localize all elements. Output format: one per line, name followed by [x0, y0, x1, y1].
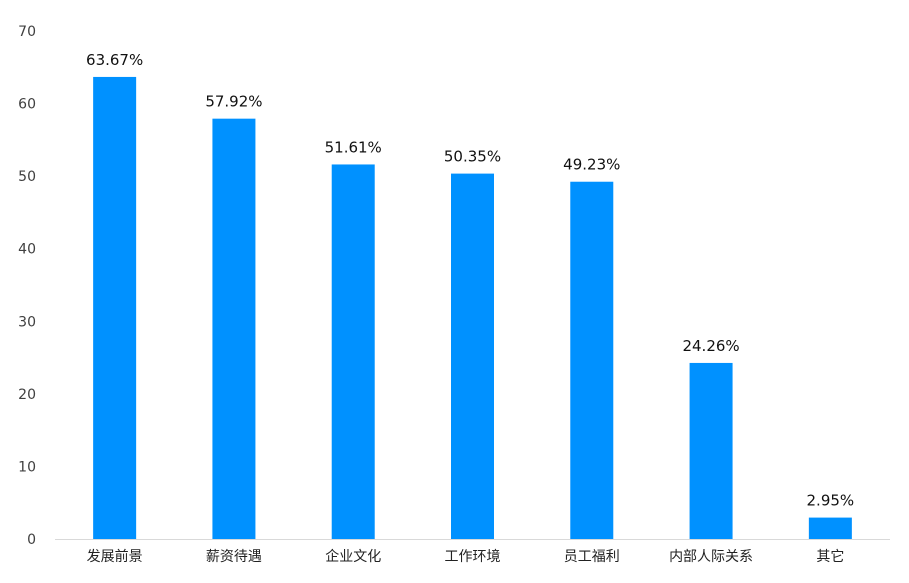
x-tick-label: 工作环境 [445, 549, 501, 565]
y-tick-label: 50 [18, 169, 36, 185]
y-tick-label: 60 [18, 97, 36, 113]
data-label: 63.67% [86, 51, 143, 69]
bar [331, 164, 375, 539]
y-tick-label: 10 [18, 459, 36, 475]
y-tick-label: 20 [18, 387, 36, 403]
data-labels-group: 63.67% 57.92% 51.61% 50.35% 49.23% 24.26% 2.95… [86, 51, 854, 510]
x-tick-label: 发展前景 [87, 548, 143, 565]
y-tick-label: 40 [18, 242, 36, 258]
y-tick-label: 30 [18, 314, 36, 330]
x-tick-label: 员工福利 [564, 549, 620, 565]
data-label: 51.61% [325, 138, 382, 156]
bar [808, 517, 852, 539]
y-tick-label: 0 [27, 532, 36, 548]
data-label: 49.23% [563, 156, 620, 174]
bar [93, 76, 137, 539]
bars-group [93, 76, 852, 540]
y-axis: 0 10 20 30 40 50 60 70 [18, 24, 36, 548]
bar [570, 181, 614, 540]
x-axis: 发展前景 薪资待遇 企业文化 工作环境 员工福利 内部人际关系 其它 [87, 548, 845, 565]
x-tick-label: 其它 [816, 548, 844, 565]
bar [689, 362, 733, 539]
bar [212, 118, 256, 539]
data-label: 2.95% [807, 492, 855, 510]
data-label: 57.92% [205, 93, 262, 111]
x-tick-label: 薪资待遇 [206, 549, 262, 565]
x-tick-label: 内部人际关系 [669, 549, 753, 565]
data-label: 24.26% [682, 337, 739, 355]
x-tick-label: 企业文化 [325, 548, 381, 565]
y-tick-label: 70 [18, 24, 36, 40]
data-label: 50.35% [444, 148, 501, 166]
bar [451, 173, 494, 540]
